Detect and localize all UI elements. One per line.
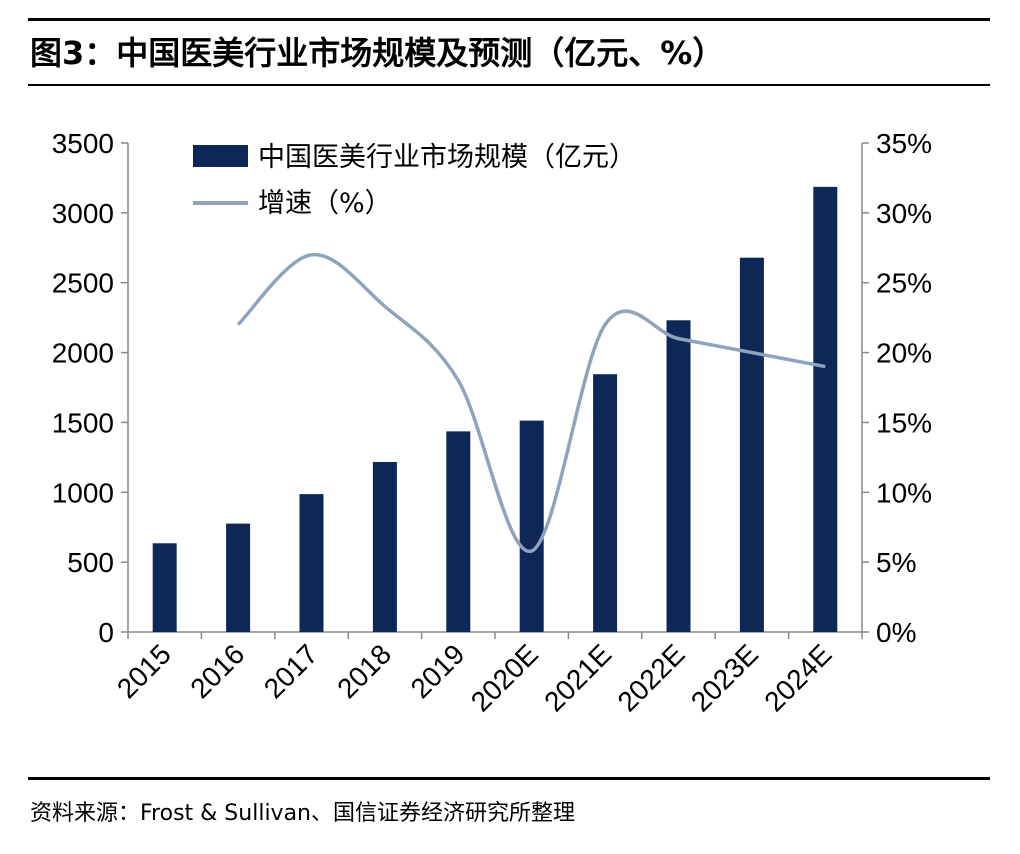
bar — [226, 523, 251, 632]
right-tick-label: 5% — [876, 547, 916, 578]
bar — [739, 257, 764, 632]
bar — [666, 320, 691, 632]
legend-bar-label: 中国医美行业市场规模（亿元） — [258, 142, 636, 173]
right-tick-label: 10% — [876, 477, 932, 508]
category-label: 2021E — [538, 638, 617, 717]
left-tick-label: 1000 — [52, 477, 114, 508]
left-tick-label: 2000 — [52, 338, 114, 369]
tick-labels: 0 500 1000 1500 2000 2500 3000 3500 0% 5% 10% 15% 20… — [52, 128, 932, 717]
category-label: 2023E — [685, 638, 764, 717]
category-label: 2018 — [331, 638, 397, 704]
category-label: 2022E — [612, 638, 691, 717]
left-tick-label: 1500 — [52, 407, 114, 438]
chart-legend: 中国医美行业市场规模（亿元） 增速（%） — [193, 142, 636, 219]
left-tick-label: 3000 — [52, 198, 114, 229]
line-series — [236, 253, 826, 553]
category-label: 2016 — [184, 638, 250, 704]
right-tick-label: 30% — [876, 198, 932, 229]
right-tick-label: 35% — [876, 128, 932, 159]
bar — [519, 420, 544, 632]
category-label: 2019 — [405, 638, 471, 704]
bar — [372, 461, 397, 632]
bar — [446, 431, 471, 632]
figure-title: 图3：中国医美行业市场规模及预测（亿元、%） — [30, 34, 725, 72]
growth-line — [236, 253, 826, 553]
right-tick-label: 25% — [876, 268, 932, 299]
category-label: 2020E — [465, 638, 544, 717]
title-rule — [28, 84, 990, 86]
top-rule — [28, 18, 990, 21]
category-label: 2017 — [258, 638, 324, 704]
chart-axes — [121, 142, 869, 639]
legend-bar-swatch — [193, 145, 248, 167]
bottom-rule — [28, 777, 990, 780]
right-tick-label: 20% — [876, 338, 932, 369]
source-note: 资料来源：Frost & Sullivan、国信证券经济研究所整理 — [30, 801, 575, 826]
bar — [299, 494, 324, 632]
bar — [593, 374, 618, 632]
left-tick-label: 3500 — [52, 128, 114, 159]
bar-series — [152, 186, 838, 632]
category-label: 2015 — [111, 638, 177, 704]
left-tick-label: 500 — [67, 547, 114, 578]
category-label: 2024E — [758, 638, 837, 717]
left-tick-label: 0 — [98, 617, 114, 648]
bar — [813, 186, 838, 632]
legend-line-label: 增速（%） — [258, 188, 392, 219]
right-tick-label: 15% — [876, 407, 932, 438]
left-tick-label: 2500 — [52, 268, 114, 299]
right-tick-label: 0% — [876, 617, 916, 648]
bar — [152, 543, 177, 632]
